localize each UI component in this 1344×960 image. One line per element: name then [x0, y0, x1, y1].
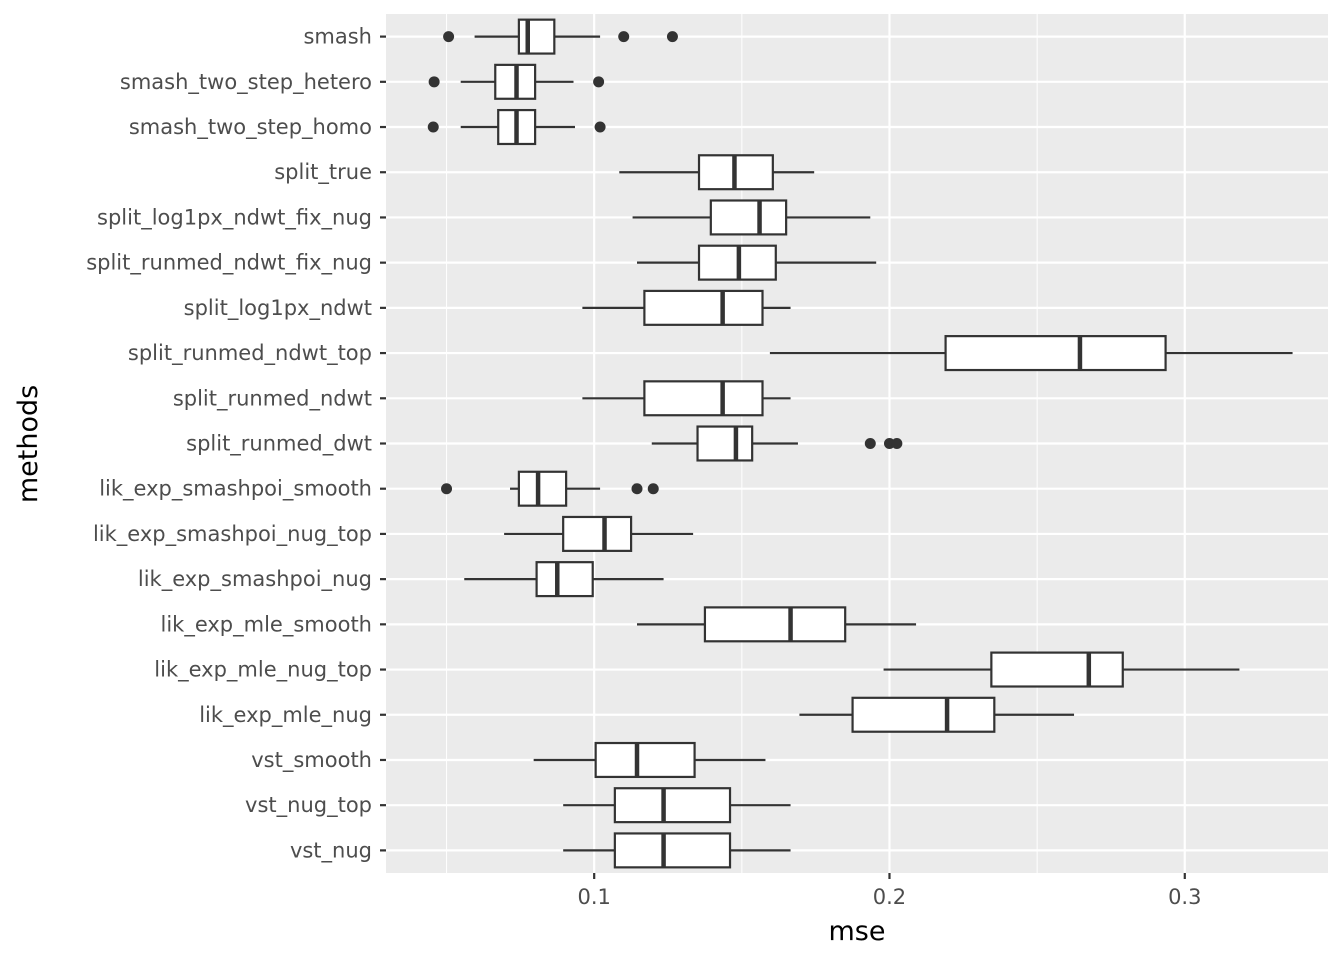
box-iqr: [944, 335, 1167, 372]
y-tick-label: split_runmed_dwt: [186, 432, 372, 457]
outlier-point: [427, 121, 439, 133]
y-tick-label: lik_exp_mle_nug: [199, 703, 372, 728]
box-vst_nug: [563, 832, 791, 869]
box-iqr: [696, 425, 754, 462]
box-iqr: [643, 289, 764, 326]
y-tick-label: vst_smooth: [251, 748, 372, 773]
y-tick-label: split_true: [274, 160, 372, 185]
box-lik_exp_mle_smooth: [637, 606, 917, 643]
box-iqr: [643, 380, 764, 417]
box-lik_exp_mle_nug: [799, 696, 1075, 733]
outlier-point: [864, 438, 876, 449]
y-axis-title: methods: [13, 385, 44, 503]
box-split_runmed_ndwt_fix_nug: [637, 244, 877, 281]
box-split_log1px_ndwt: [582, 289, 791, 326]
box-lik_exp_smashpoi_smooth: [441, 470, 659, 507]
box-lik_exp_smashpoi_nug_top: [504, 515, 694, 552]
box-layer: [427, 18, 1293, 869]
y-tick-label: lik_exp_smashpoi_nug: [138, 567, 372, 592]
x-tick-label: 0.2: [873, 885, 906, 909]
y-tick-label: lik_exp_smashpoi_smooth: [99, 477, 372, 502]
y-tick-label: smash_two_step_hetero: [120, 70, 372, 95]
box-iqr: [703, 606, 847, 643]
x-axis: 0.1 0.2 0.3: [577, 873, 1201, 909]
box-smash_two_step_homo: [427, 108, 606, 146]
box-iqr: [613, 787, 732, 824]
box-vst_smooth: [533, 741, 766, 779]
x-axis-title: mse: [829, 916, 886, 947]
box-iqr: [990, 651, 1124, 688]
y-tick-label: lik_exp_smashpoi_nug_top: [93, 522, 372, 547]
box-smash_two_step_hetero: [428, 63, 605, 100]
box-lik_exp_mle_nug_top: [883, 651, 1240, 688]
box-lik_exp_smashpoi_nug: [464, 561, 664, 598]
y-tick-label: split_log1px_ndwt_fix_nug: [97, 205, 372, 230]
outlier-point: [647, 483, 659, 495]
y-tick-label: smash_two_step_homo: [129, 115, 372, 140]
box-vst_nug_top: [563, 787, 791, 824]
y-tick-label: split_runmed_ndwt_top: [128, 341, 372, 366]
x-tick-label: 0.1: [577, 885, 610, 909]
box-iqr: [517, 470, 568, 507]
y-tick-label: lik_exp_mle_nug_top: [154, 658, 372, 683]
x-tick-label: 0.3: [1168, 885, 1201, 909]
y-axis: smash smash_two_step_hetero smash_two_step…: [86, 25, 386, 863]
box-iqr: [562, 515, 633, 552]
box-iqr: [517, 18, 556, 55]
outlier-point: [666, 31, 678, 43]
outlier-point: [594, 121, 606, 133]
y-tick-label: vst_nug: [290, 838, 372, 863]
box-iqr: [613, 832, 732, 869]
box-split_runmed_ndwt_top: [769, 335, 1293, 372]
y-tick-label: lik_exp_mle_smooth: [161, 612, 373, 637]
box-split_runmed_dwt: [651, 425, 903, 462]
y-tick-label: split_runmed_ndwt: [173, 386, 372, 411]
outlier-point: [618, 31, 630, 43]
outlier-point: [428, 76, 440, 88]
box-iqr: [535, 561, 594, 598]
box-iqr: [709, 199, 788, 236]
box-iqr: [594, 741, 696, 779]
box-split_runmed_ndwt: [582, 380, 791, 417]
box-smash: [443, 18, 678, 55]
outlier-point: [891, 438, 903, 449]
outlier-point: [441, 483, 453, 495]
box-split_log1px_ndwt_fix_nug: [632, 199, 871, 236]
box-iqr: [851, 696, 996, 733]
outlier-point: [631, 483, 643, 495]
y-tick-label: split_runmed_ndwt_fix_nug: [86, 251, 372, 276]
y-tick-label: smash: [303, 25, 372, 49]
box-split_true: [619, 154, 815, 191]
outlier-point: [443, 31, 455, 43]
outlier-point: [593, 76, 605, 88]
y-tick-label: vst_nug_top: [245, 793, 372, 818]
y-tick-label: split_log1px_ndwt: [184, 296, 372, 321]
